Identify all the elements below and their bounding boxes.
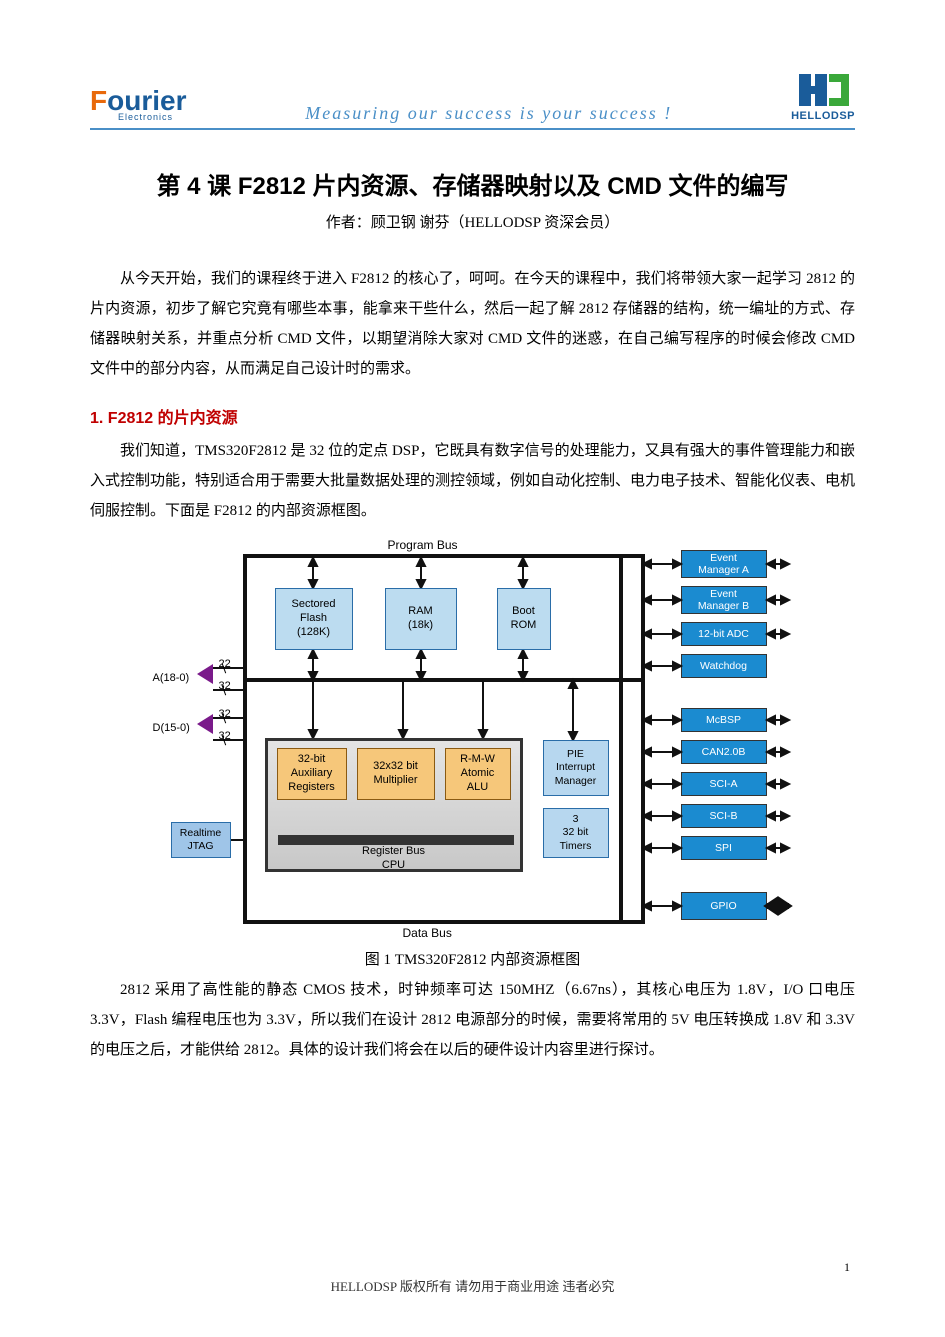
logo-sub: Electronics (118, 113, 186, 122)
hellodsp-icon (793, 70, 853, 110)
figure-1-diagram: Program Bus Data Bus (153, 540, 793, 940)
para-section1: 我们知道，TMS320F2812 是 32 位的定点 DSP，它既具有数字信号的… (90, 436, 855, 526)
para-after-fig: 2812 采用了高性能的静态 CMOS 技术，时钟频率可达 150MHZ（6.6… (90, 975, 855, 1065)
footer-copyright: HELLODSP 版权所有 请勿用于商业用途 违者必究 (0, 1276, 945, 1295)
para-intro: 从今天开始，我们的课程终于进入 F2812 的核心了，呵呵。在今天的课程中，我们… (90, 264, 855, 384)
figure-1-caption: 图 1 TMS320F2812 内部资源框图 (90, 948, 855, 969)
author-line: 作者：顾卫钢 谢芬（HELLODSP 资深会员） (90, 211, 855, 232)
logo-f: F (90, 85, 107, 116)
section-heading-1: 1. F2812 的片内资源 (90, 404, 855, 428)
hellodsp-text: HELLODSP (791, 110, 855, 122)
tagline: Measuring our success is your success ! (305, 103, 672, 124)
page-header: Fourier Electronics Measuring our succes… (90, 70, 855, 130)
page-title: 第 4 课 F2812 片内资源、存储器映射以及 CMD 文件的编写 (90, 166, 855, 201)
logo-fourier: Fourier Electronics (90, 87, 186, 122)
periph-arrows (153, 540, 793, 940)
figure-1-wrap: Program Bus Data Bus (90, 540, 855, 940)
page-number: 1 (844, 1260, 850, 1275)
logo-hellodsp: HELLODSP (791, 70, 855, 122)
